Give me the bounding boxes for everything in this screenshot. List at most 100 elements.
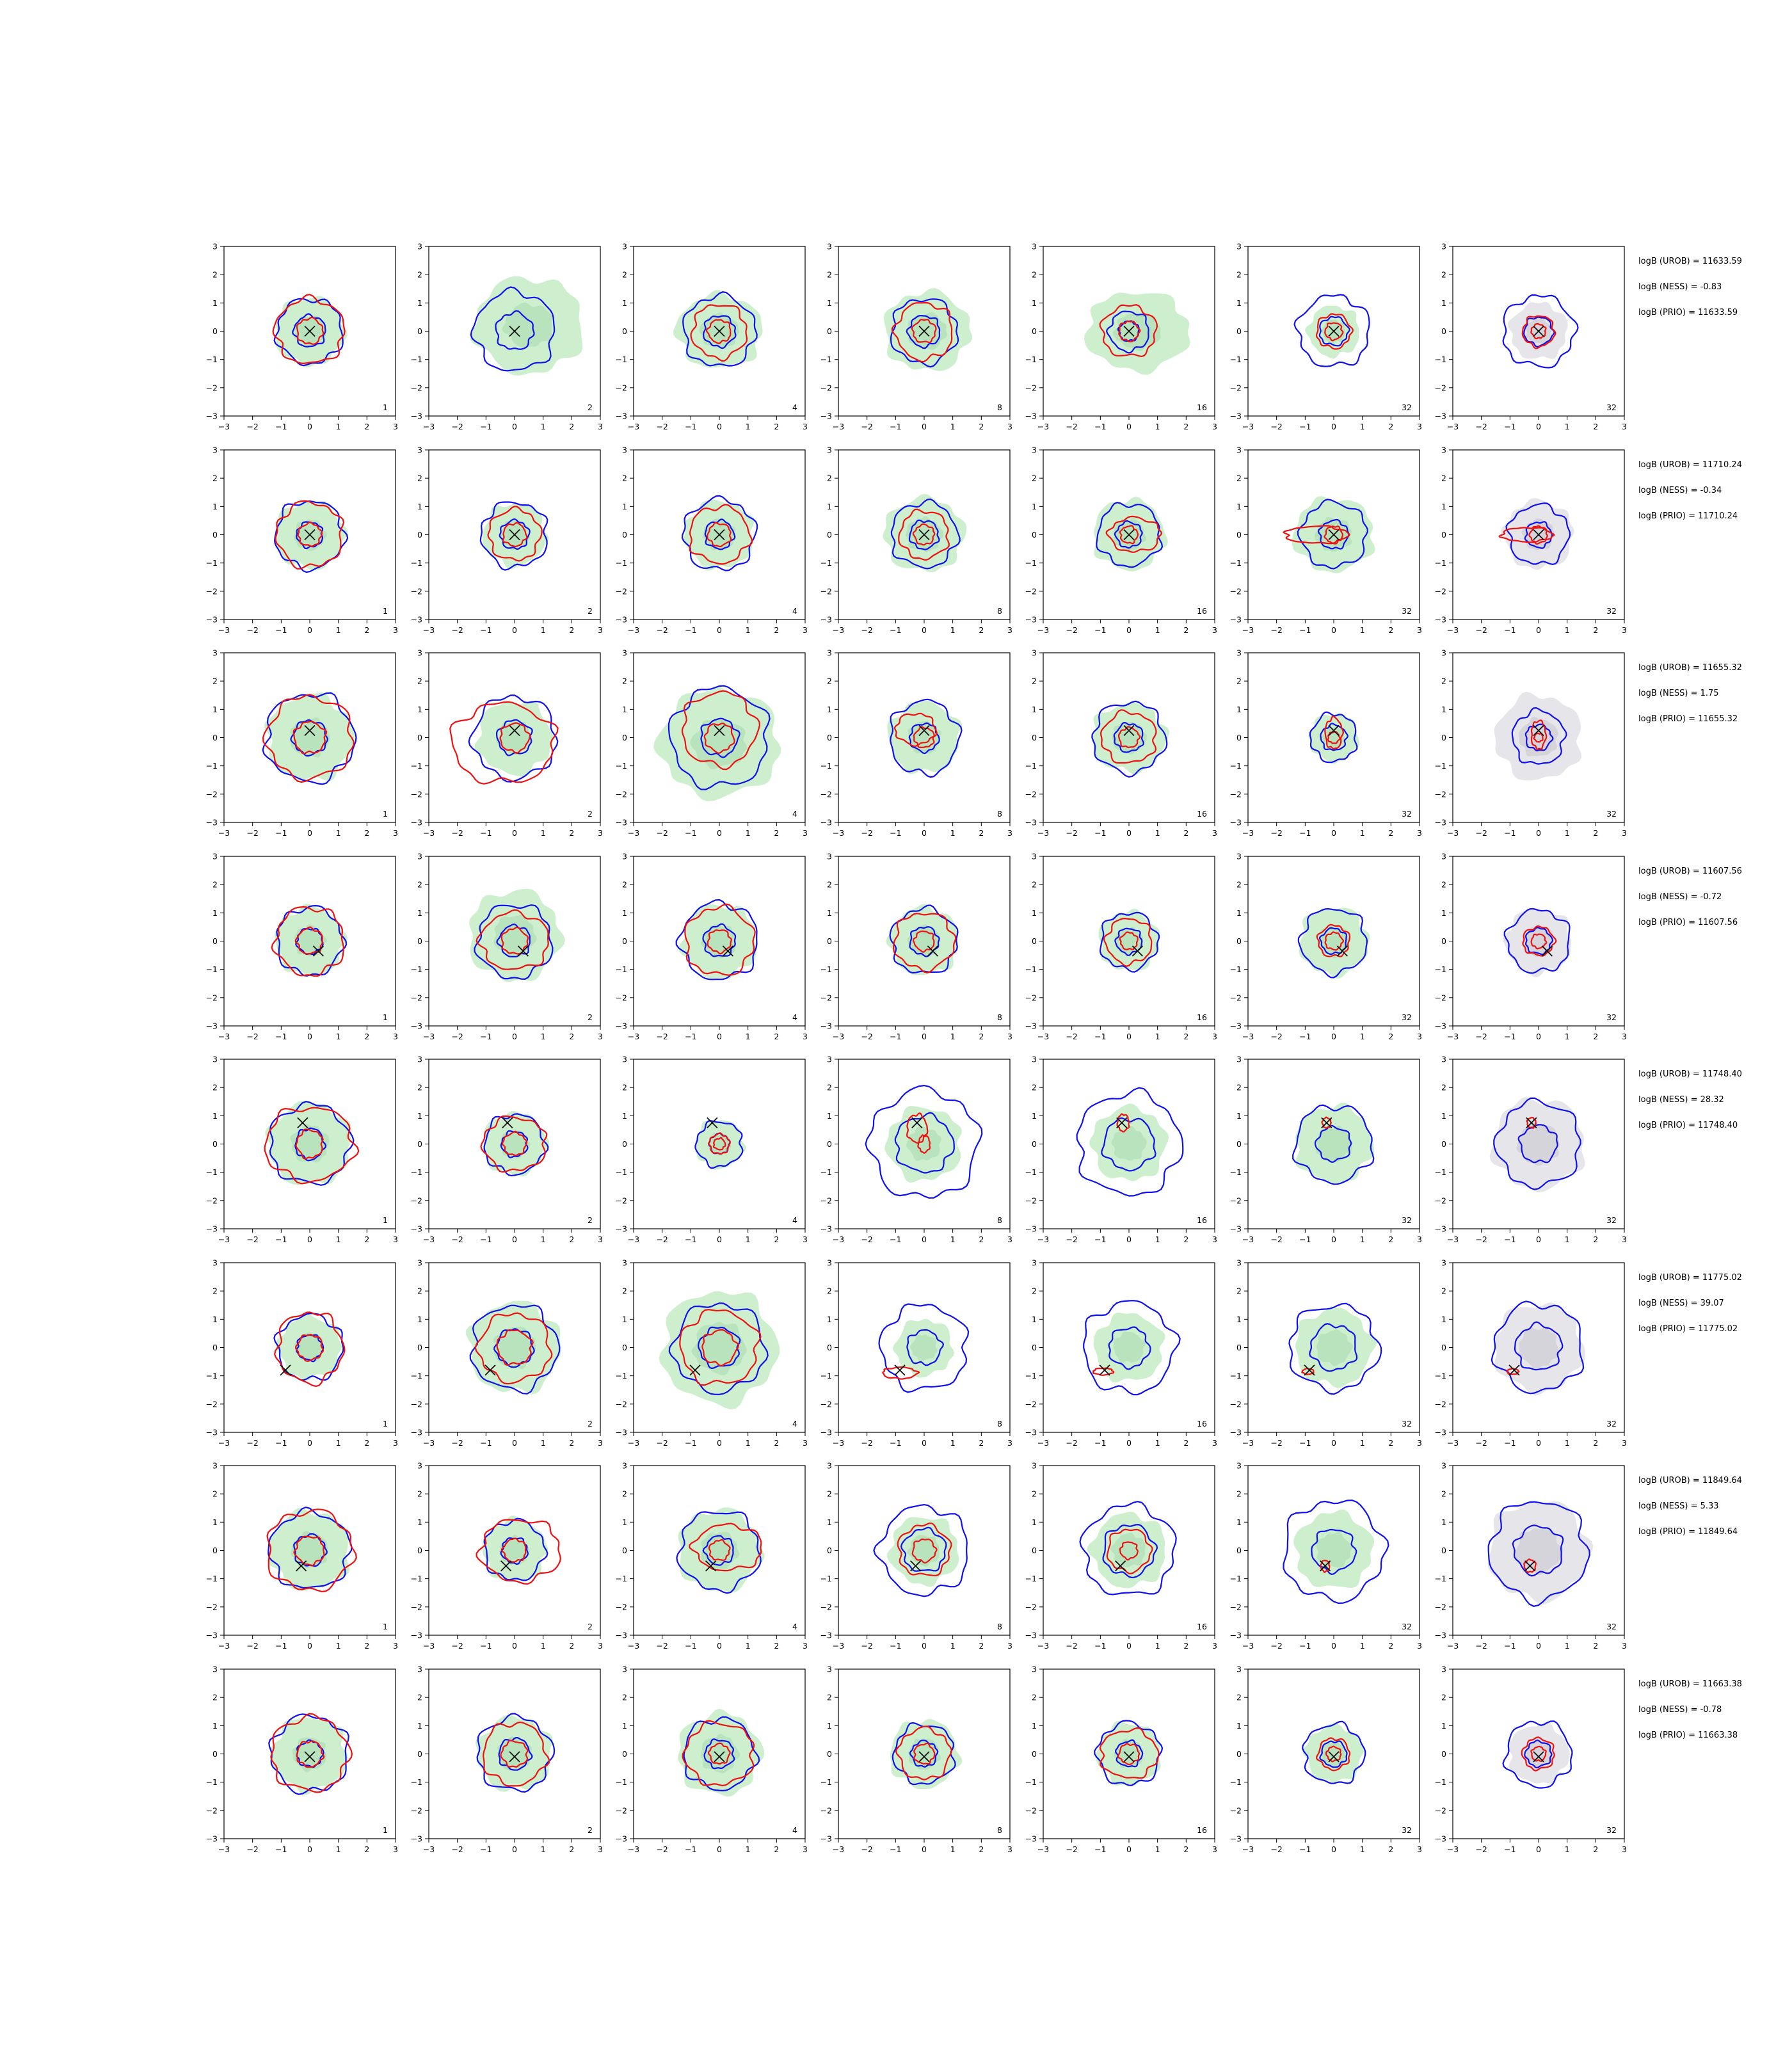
x-tick-label: 1 <box>1360 1641 1365 1651</box>
y-tick-label: −2 <box>206 586 218 596</box>
y-tick-label: −2 <box>1435 586 1446 596</box>
x-tick-label: −1 <box>1504 625 1516 635</box>
red-contour <box>1116 1113 1130 1133</box>
x-tick-label: 3 <box>1007 1032 1012 1041</box>
x-tick-label: −1 <box>1504 1235 1516 1244</box>
x-tick-label: 0 <box>1126 1844 1132 1854</box>
x-tick-label: 2 <box>569 625 574 635</box>
x-tick-label: −3 <box>833 1844 844 1854</box>
y-tick-label: 0 <box>827 936 832 946</box>
x-tick-label: −1 <box>1299 1032 1311 1041</box>
y-tick-label: 1 <box>1441 1111 1446 1121</box>
blue-contour <box>700 717 740 758</box>
x-tick-label: 2 <box>1183 1438 1188 1448</box>
x-tick-label: −3 <box>1447 1844 1459 1854</box>
blue-contour <box>1311 1528 1357 1576</box>
red-contour <box>703 723 735 754</box>
y-tick-label: 3 <box>1032 1461 1037 1471</box>
y-tick-label: 2 <box>1236 1083 1242 1092</box>
blue-contour <box>697 1326 741 1370</box>
blue-contour <box>1099 911 1160 973</box>
logb-label: logB (PRIO) = 11775.02 <box>1638 1324 1738 1334</box>
x-tick-label: 2 <box>1388 1438 1393 1448</box>
y-tick-label: −2 <box>206 993 218 1002</box>
blue-contour <box>1511 707 1567 765</box>
panel-r3-c5: −3−3 −2 −2 −1 −1 0 0 1 1 2 2 3 3 16 <box>1025 648 1217 838</box>
panel-contours <box>1283 496 1375 573</box>
y-tick-label: −1 <box>820 1167 832 1177</box>
y-tick-label: 0 <box>1236 1343 1242 1352</box>
panel-number-label: 1 <box>383 403 388 412</box>
y-tick-label: −1 <box>616 964 627 974</box>
red-contour <box>707 522 732 548</box>
y-tick-label: 1 <box>622 298 627 308</box>
y-tick-label: −3 <box>1230 615 1242 625</box>
marker-x <box>714 529 725 541</box>
y-tick-label: 0 <box>827 1139 832 1149</box>
x-tick-label: 0 <box>717 1844 722 1854</box>
marker-x <box>1328 529 1340 541</box>
x-tick-label: 1 <box>1155 1235 1160 1244</box>
x-tick-label: 0 <box>512 422 517 431</box>
x-tick-label: 0 <box>307 1438 312 1448</box>
y-tick-label: 2 <box>1032 676 1037 686</box>
x-tick-label: 2 <box>774 1641 779 1651</box>
marker-x <box>1526 1117 1537 1129</box>
x-tick-label: 0 <box>307 1235 312 1244</box>
y-tick-label: 2 <box>622 880 627 890</box>
x-tick-label: 1 <box>1360 1438 1365 1448</box>
y-tick-label: 3 <box>622 1461 627 1471</box>
x-tick-label: 2 <box>1593 1844 1598 1854</box>
x-tick-label: −1 <box>480 1235 492 1244</box>
x-tick-label: −1 <box>1094 1641 1106 1651</box>
y-tick-label: −3 <box>820 1631 832 1640</box>
x-tick-label: −2 <box>861 1235 872 1244</box>
logb-label: logB (PRIO) = 11663.38 <box>1638 1731 1738 1740</box>
logb-labels-row-3: logB (UROB) = 11655.32 logB (NESS) = 1.75… <box>1638 663 1742 724</box>
logb-labels-row-4: logB (UROB) = 11607.56 logB (NESS) = -0.7… <box>1638 867 1742 927</box>
y-tick-label: −1 <box>1435 964 1446 974</box>
blue-contour <box>1524 1740 1553 1769</box>
y-tick-label: 1 <box>1032 1111 1037 1121</box>
blue-contour <box>668 1302 769 1395</box>
y-tick-label: −1 <box>616 558 627 568</box>
panel-contours <box>469 888 565 982</box>
x-tick-label: 3 <box>1007 828 1012 838</box>
x-tick-label: 1 <box>1155 828 1160 838</box>
y-tick-label: 1 <box>622 1315 627 1324</box>
marker-x <box>312 945 324 957</box>
panel-r6-c6: −3−3 −2 −2 −1 −1 0 0 1 1 2 2 3 3 32 <box>1230 1258 1422 1448</box>
x-tick-label: 3 <box>1007 1235 1012 1244</box>
panel-contours <box>865 1084 983 1199</box>
x-tick-label: 0 <box>717 422 722 431</box>
x-tick-label: 3 <box>598 1844 603 1854</box>
blue-contour <box>1094 1720 1164 1786</box>
y-tick-label: −1 <box>1435 558 1446 568</box>
panel-r6-c3: −3−3 −2 −2 −1 −1 0 0 1 1 2 2 3 3 4 <box>616 1258 808 1448</box>
y-tick-label: 3 <box>212 1665 218 1674</box>
blue-contour <box>493 1328 535 1368</box>
x-tick-label: 2 <box>1183 1032 1188 1041</box>
panel-contours <box>1091 700 1170 778</box>
x-tick-label: 1 <box>1155 625 1160 635</box>
panel-r5-c1: −3−3 −2 −2 −1 −1 0 0 1 1 2 2 3 3 1 <box>206 1055 398 1245</box>
blue-contour <box>1524 521 1553 549</box>
y-tick-label: 1 <box>212 705 218 714</box>
blue-contour <box>483 1113 549 1177</box>
y-tick-label: 1 <box>1032 1517 1037 1527</box>
y-tick-label: −2 <box>1230 1602 1242 1612</box>
marker-x <box>714 1751 725 1763</box>
y-tick-label: 3 <box>1236 1055 1242 1064</box>
panel-number-label: 32 <box>1402 1622 1412 1631</box>
y-tick-label: 2 <box>827 1286 832 1296</box>
y-tick-label: 3 <box>827 852 832 861</box>
blue-contour <box>1108 1326 1151 1370</box>
x-tick-label: 3 <box>393 1438 398 1448</box>
marker-x <box>297 1117 308 1129</box>
y-tick-label: 3 <box>417 1665 422 1674</box>
panel-r6-c7: −3−3 −2 −2 −1 −1 0 0 1 1 2 2 3 3 32 <box>1435 1258 1627 1448</box>
panel-number-label: 8 <box>997 1215 1002 1225</box>
panel-r8-c7: −3−3 −2 −2 −1 −1 0 0 1 1 2 2 3 3 32 <box>1435 1665 1627 1855</box>
